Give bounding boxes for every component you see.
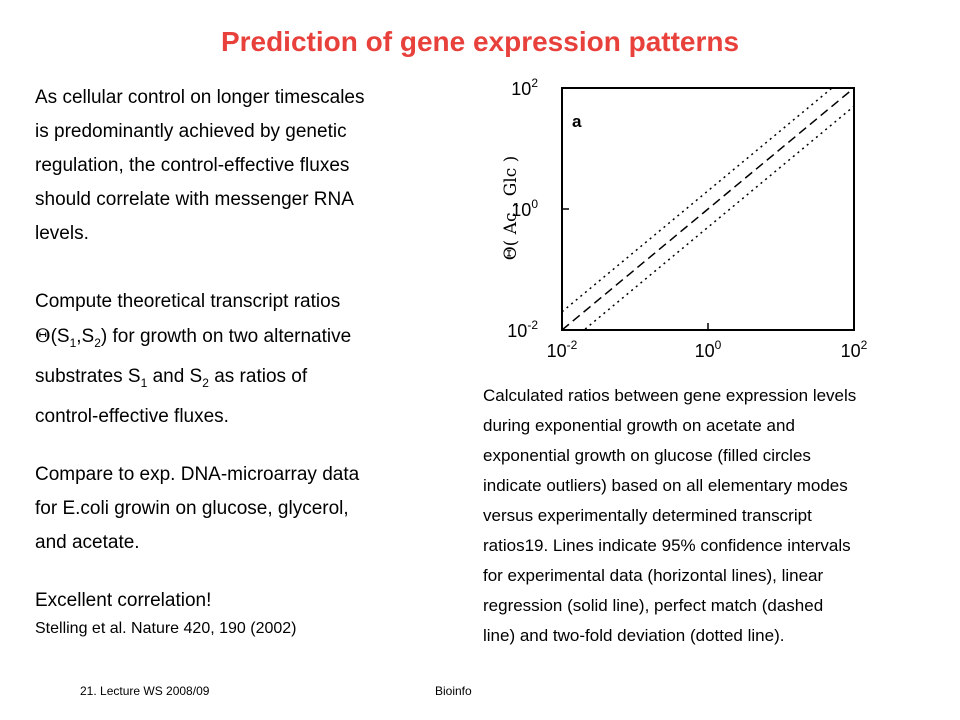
text-line: levels. (35, 223, 89, 244)
two-fold-lower-line (582, 105, 854, 330)
body-text: As cellular control on longer timescales… (35, 81, 465, 640)
paragraph-intro: As cellular control on longer timescales… (35, 81, 465, 251)
caption-line: during exponential growth on acetate and (483, 416, 795, 435)
caption-line: versus experimentally determined transcr… (483, 506, 812, 525)
caption-line: regression (solid line), perfect match (… (483, 596, 824, 615)
perfect-match-line (562, 88, 854, 330)
text-line: substrates S1 and S2 as ratios of (35, 365, 308, 390)
text-line: Compare to exp. DNA-microarray data (35, 463, 360, 485)
slide-title: Prediction of gene expression patterns (220, 26, 740, 57)
y-axis-label: Θ( Ac , Glc ) (501, 156, 521, 261)
text-line: and acetate. (35, 531, 140, 553)
y-tick-label: 10-2 (507, 318, 538, 341)
caption-line: for experimental data (horizontal lines)… (483, 566, 824, 585)
theta-symbol: Θ (35, 325, 51, 347)
text-line: is predominantly achieved by genetic (35, 121, 347, 142)
text-line: Θ(S1,S2) for growth on two alternative (35, 325, 352, 350)
x-tick-label: 10-2 (547, 338, 578, 361)
caption-line: Calculated ratios between gene expressio… (483, 386, 857, 405)
panel-label: a (572, 112, 582, 131)
citation: Stelling et al. Nature 420, 190 (2002) (35, 619, 297, 637)
caption-line: exponential growth on glucose (filled ci… (483, 446, 811, 465)
paragraph-compare: Compare to exp. DNA-microarray data for … (35, 458, 465, 560)
paragraph-compute: Compute theoretical transcript ratios Θ(… (35, 285, 465, 434)
figure-caption: Calculated ratios between gene expressio… (483, 381, 953, 651)
caption-line: indicate outliers) based on all elementa… (483, 476, 848, 495)
x-tick-labels: 10-2 100 102 (547, 338, 868, 361)
text-line: should correlate with messenger RNA (35, 189, 354, 210)
text-line: Compute theoretical transcript ratios (35, 291, 341, 312)
x-tick-label: 102 (841, 338, 868, 361)
reference-lines (562, 88, 854, 330)
caption-line: ratios19. Lines indicate 95% confidence … (483, 536, 851, 555)
text-line: As cellular control on longer timescales (35, 87, 365, 108)
two-fold-upper-line (562, 88, 834, 313)
x-tick-label: 100 (695, 338, 722, 361)
conclusion-text: Excellent correlation! (35, 589, 212, 611)
text-line: for E.coli growin on glucose, glycerol, (35, 497, 349, 519)
text-line: regulation, the control-effective fluxes (35, 155, 350, 176)
footer-lecture: 21. Lecture WS 2008/09 (80, 684, 210, 698)
footer-course: Bioinfo (435, 684, 472, 698)
caption-line: line) and two-fold deviation (dotted lin… (483, 626, 785, 645)
scatter-chart: 10-2 100 102 10-2 100 102 a Θ( Ac , Glc ) (501, 78, 868, 361)
y-tick-label: 102 (511, 78, 538, 99)
text-line: control-effective fluxes. (35, 405, 229, 427)
